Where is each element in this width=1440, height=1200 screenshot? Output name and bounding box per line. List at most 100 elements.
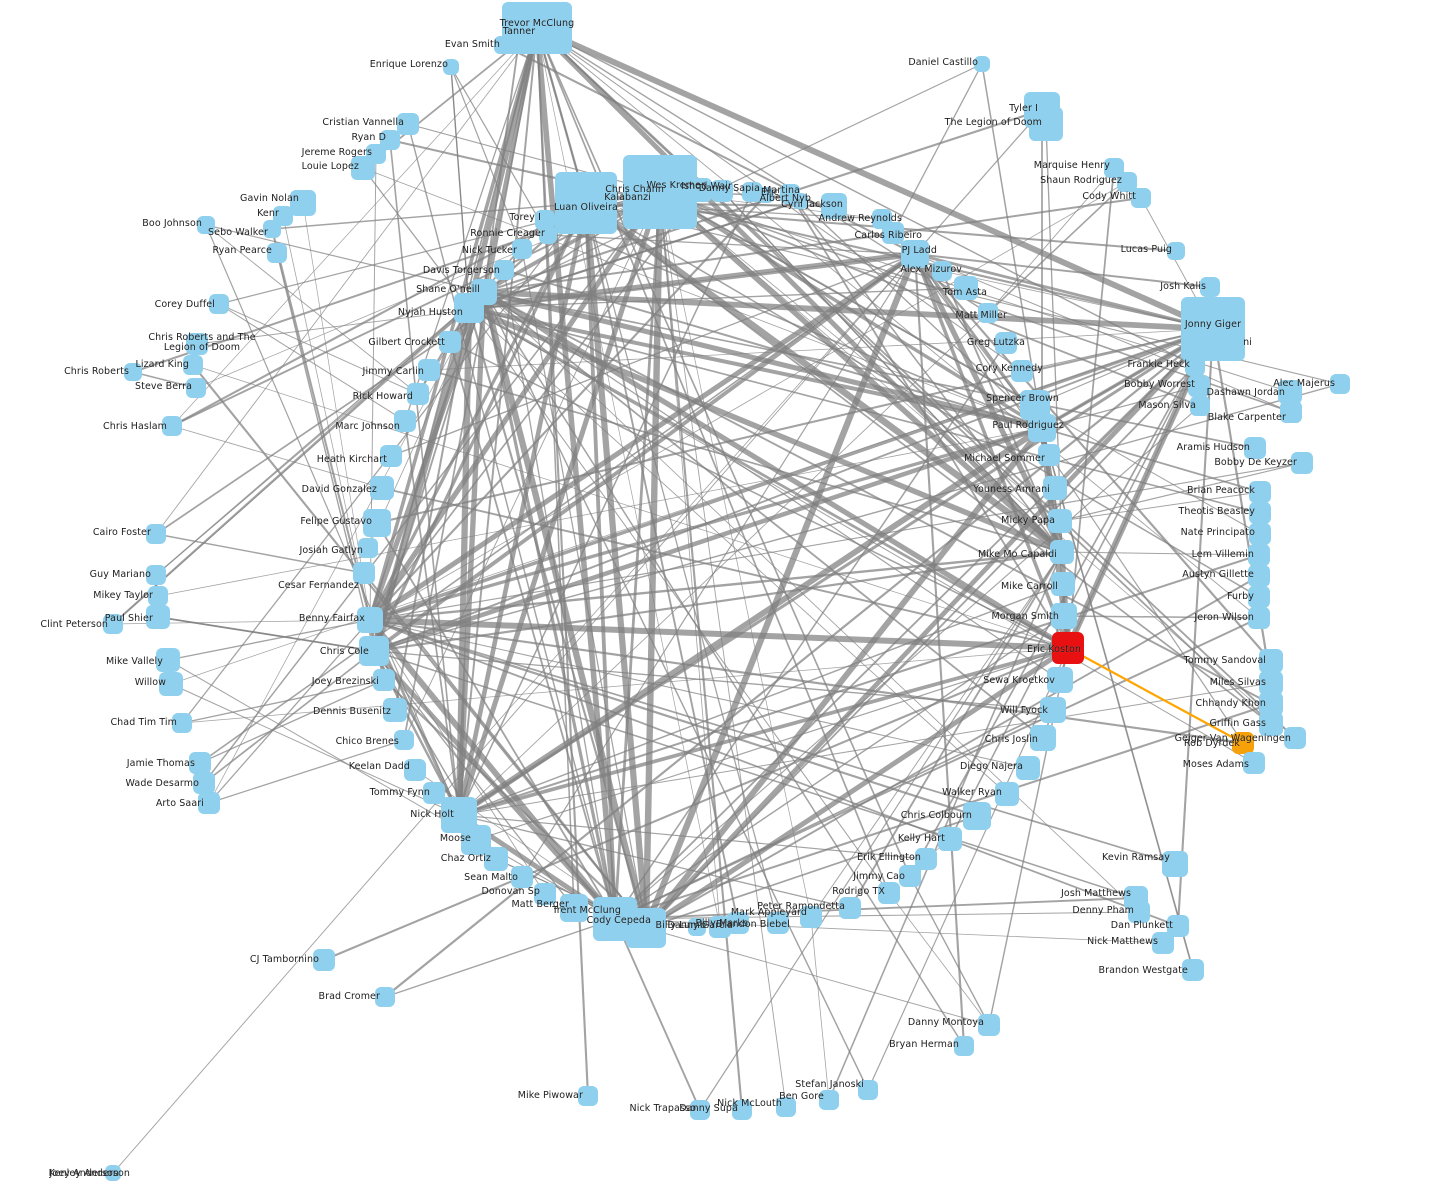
graph-node[interactable] (124, 363, 142, 381)
graph-node[interactable] (1259, 671, 1283, 695)
graph-node[interactable] (1029, 107, 1063, 141)
graph-node[interactable] (146, 524, 166, 544)
graph-node[interactable] (821, 193, 847, 219)
graph-node[interactable] (162, 416, 182, 436)
graph-node[interactable] (375, 987, 395, 1007)
graph-node[interactable] (732, 1100, 752, 1120)
graph-node[interactable] (1030, 725, 1056, 751)
graph-node[interactable] (1128, 901, 1150, 923)
graph-node[interactable] (1248, 544, 1270, 566)
graph-node[interactable] (172, 713, 192, 733)
graph-node[interactable] (1244, 437, 1266, 459)
graph-node[interactable] (156, 648, 180, 672)
graph-node[interactable] (963, 802, 991, 830)
graph-node[interactable] (267, 243, 287, 263)
graph-node[interactable] (1248, 565, 1270, 587)
graph-node[interactable] (1016, 756, 1040, 780)
graph-node[interactable] (193, 772, 215, 794)
graph-node[interactable] (512, 239, 532, 259)
graph-node[interactable] (186, 378, 206, 398)
graph-node[interactable] (370, 476, 394, 500)
graph-node[interactable] (103, 614, 123, 634)
graph-node[interactable] (1051, 603, 1077, 629)
graph-node[interactable] (407, 383, 429, 405)
graph-node[interactable] (1188, 375, 1210, 397)
graph-node[interactable] (974, 56, 990, 72)
graph-node[interactable] (511, 866, 533, 888)
graph-node[interactable] (1020, 390, 1050, 420)
graph-node[interactable] (1291, 452, 1313, 474)
graph-node[interactable] (494, 36, 512, 54)
graph-node[interactable] (555, 172, 617, 234)
graph-node[interactable] (1243, 752, 1265, 774)
graph-node[interactable] (742, 182, 762, 202)
graph-node[interactable] (1040, 697, 1066, 723)
graph-node[interactable] (148, 586, 168, 606)
graph-node[interactable] (1278, 380, 1302, 404)
graph-node[interactable] (1048, 509, 1072, 533)
graph-node[interactable] (1190, 396, 1210, 416)
graph-node[interactable] (978, 1014, 1000, 1036)
graph-node[interactable] (380, 445, 402, 467)
graph-node[interactable] (578, 1086, 598, 1106)
graph-node[interactable] (146, 605, 170, 629)
graph-node[interactable] (397, 113, 419, 135)
graph-node[interactable] (1284, 727, 1306, 749)
graph-node[interactable] (439, 331, 461, 353)
graph-node[interactable] (1181, 297, 1245, 361)
graph-node[interactable] (380, 130, 400, 150)
graph-node[interactable] (189, 752, 211, 774)
graph-node[interactable] (1050, 540, 1074, 564)
graph-node[interactable] (183, 355, 203, 375)
graph-node[interactable] (1047, 667, 1073, 693)
graph-node[interactable] (932, 261, 952, 281)
graph-node[interactable] (359, 636, 389, 666)
graph-node[interactable] (767, 912, 789, 934)
graph-node[interactable] (358, 538, 378, 558)
graph-node[interactable] (1249, 481, 1271, 503)
graph-node[interactable] (313, 949, 335, 971)
graph-node[interactable] (186, 333, 208, 355)
graph-node[interactable] (1117, 172, 1137, 192)
graph-node[interactable] (197, 216, 215, 234)
graph-node[interactable] (727, 912, 749, 934)
graph-node[interactable] (353, 562, 375, 584)
graph-node[interactable] (690, 1100, 710, 1120)
graph-node[interactable] (626, 908, 666, 948)
graph-node[interactable] (623, 155, 697, 229)
graph-node[interactable] (394, 730, 414, 750)
graph-node[interactable] (1200, 277, 1220, 297)
graph-node[interactable] (1248, 607, 1270, 629)
graph-node[interactable] (539, 226, 557, 244)
graph-node[interactable] (159, 672, 183, 696)
graph-node[interactable] (146, 565, 166, 585)
graph-node[interactable] (819, 1090, 839, 1110)
graph-node[interactable] (1038, 444, 1060, 466)
graph-node[interactable] (423, 782, 445, 804)
graph-node[interactable] (1011, 360, 1033, 382)
graph-node[interactable] (1249, 502, 1271, 524)
graph-node[interactable] (995, 332, 1017, 354)
graph-node[interactable] (418, 359, 440, 381)
graph-node[interactable] (494, 260, 514, 280)
graph-node[interactable] (1248, 586, 1270, 608)
graph-node[interactable] (995, 782, 1019, 806)
graph-node[interactable] (1052, 632, 1084, 664)
graph-node[interactable] (484, 847, 508, 871)
graph-node[interactable] (878, 882, 900, 904)
graph-node[interactable] (534, 883, 556, 905)
graph-node[interactable] (105, 1165, 121, 1181)
graph-node[interactable] (394, 410, 416, 432)
graph-node[interactable] (373, 669, 395, 691)
graph-node[interactable] (560, 894, 588, 922)
graph-node[interactable] (1167, 915, 1189, 937)
graph-node[interactable] (263, 220, 281, 238)
graph-node[interactable] (1131, 188, 1151, 208)
graph-node[interactable] (1051, 572, 1075, 596)
graph-node[interactable] (1330, 374, 1350, 394)
graph-node[interactable] (1232, 732, 1254, 754)
graph-node[interactable] (858, 1080, 878, 1100)
graph-node[interactable] (535, 210, 555, 230)
graph-node[interactable] (899, 865, 921, 887)
